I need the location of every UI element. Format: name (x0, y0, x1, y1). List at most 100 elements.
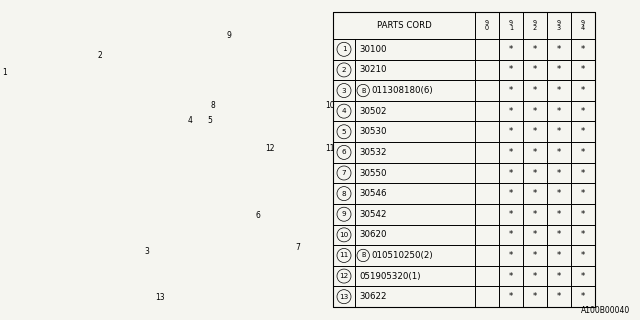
Bar (547, 204, 571, 225)
Bar (547, 12, 571, 39)
Text: *: * (557, 148, 561, 157)
Text: A100B00040: A100B00040 (580, 306, 630, 315)
Text: 7: 7 (342, 170, 346, 176)
Bar (547, 80, 571, 101)
Bar (547, 266, 571, 286)
Ellipse shape (181, 133, 189, 141)
Text: *: * (581, 169, 585, 178)
Bar (547, 142, 571, 163)
Text: 30502: 30502 (359, 107, 387, 116)
Text: 13: 13 (155, 293, 165, 302)
Text: 10: 10 (325, 100, 335, 109)
Text: 9: 9 (342, 211, 346, 217)
Text: *: * (557, 230, 561, 239)
Bar (499, 80, 523, 101)
Text: *: * (509, 230, 513, 239)
Bar (150, 268, 178, 282)
Bar (355, 286, 475, 307)
Bar (499, 142, 523, 163)
Text: *: * (533, 230, 537, 239)
Text: *: * (557, 210, 561, 219)
Text: 1: 1 (3, 68, 8, 76)
Text: *: * (533, 148, 537, 157)
Bar (499, 122, 523, 142)
Ellipse shape (120, 228, 131, 239)
Bar (571, 80, 595, 101)
Ellipse shape (147, 165, 157, 175)
Bar (333, 39, 355, 60)
Text: 9
3: 9 3 (557, 20, 561, 31)
Ellipse shape (125, 91, 132, 99)
Text: *: * (581, 292, 585, 301)
Bar (333, 225, 355, 245)
Text: 9
0: 9 0 (485, 20, 489, 31)
Ellipse shape (219, 279, 229, 289)
Text: *: * (533, 292, 537, 301)
Bar (355, 80, 475, 101)
Text: *: * (533, 169, 537, 178)
Bar (547, 163, 571, 183)
Bar (333, 80, 355, 101)
Bar (523, 12, 547, 39)
Ellipse shape (57, 255, 67, 265)
Text: 9
1: 9 1 (509, 20, 513, 31)
Bar (571, 122, 595, 142)
Text: *: * (509, 86, 513, 95)
Bar (547, 101, 571, 122)
Bar (475, 225, 499, 245)
Text: 4: 4 (342, 108, 346, 114)
Bar (475, 101, 499, 122)
Bar (333, 183, 355, 204)
Text: *: * (533, 65, 537, 75)
Bar (547, 39, 571, 60)
Text: 011308180(6): 011308180(6) (371, 86, 433, 95)
Text: 11: 11 (325, 143, 335, 153)
Text: *: * (533, 107, 537, 116)
Bar (523, 225, 547, 245)
Text: 11: 11 (339, 252, 349, 259)
Text: 30622: 30622 (359, 292, 387, 301)
Bar (355, 204, 475, 225)
Bar (475, 245, 499, 266)
Bar (355, 39, 475, 60)
Bar (499, 163, 523, 183)
Bar (475, 163, 499, 183)
Bar (333, 266, 355, 286)
Text: *: * (557, 189, 561, 198)
Text: *: * (509, 251, 513, 260)
Text: *: * (581, 86, 585, 95)
Text: *: * (509, 65, 513, 75)
Text: 9
4: 9 4 (581, 20, 585, 31)
Bar (355, 225, 475, 245)
Text: 5: 5 (207, 116, 212, 124)
Bar (475, 60, 499, 80)
Ellipse shape (50, 158, 74, 182)
Text: 5: 5 (342, 129, 346, 135)
Bar (333, 245, 355, 266)
Text: 30542: 30542 (359, 210, 387, 219)
Text: *: * (533, 189, 537, 198)
Bar (355, 101, 475, 122)
Text: *: * (533, 45, 537, 54)
Text: 3: 3 (342, 88, 346, 93)
Bar (333, 12, 595, 307)
Ellipse shape (57, 75, 67, 85)
Text: *: * (581, 272, 585, 281)
Text: *: * (557, 169, 561, 178)
Text: 30100: 30100 (359, 45, 387, 54)
Text: *: * (581, 107, 585, 116)
Ellipse shape (307, 113, 323, 137)
Text: 6: 6 (342, 149, 346, 156)
Bar (523, 286, 547, 307)
Text: *: * (509, 292, 513, 301)
Bar (355, 60, 475, 80)
Text: 4: 4 (188, 116, 193, 124)
Text: 30530: 30530 (359, 127, 387, 136)
Bar (0, 0, 332, 320)
Text: *: * (557, 127, 561, 136)
Text: 3: 3 (145, 247, 149, 257)
Bar (333, 12, 475, 39)
Text: *: * (581, 210, 585, 219)
Bar (355, 142, 475, 163)
Text: *: * (533, 127, 537, 136)
